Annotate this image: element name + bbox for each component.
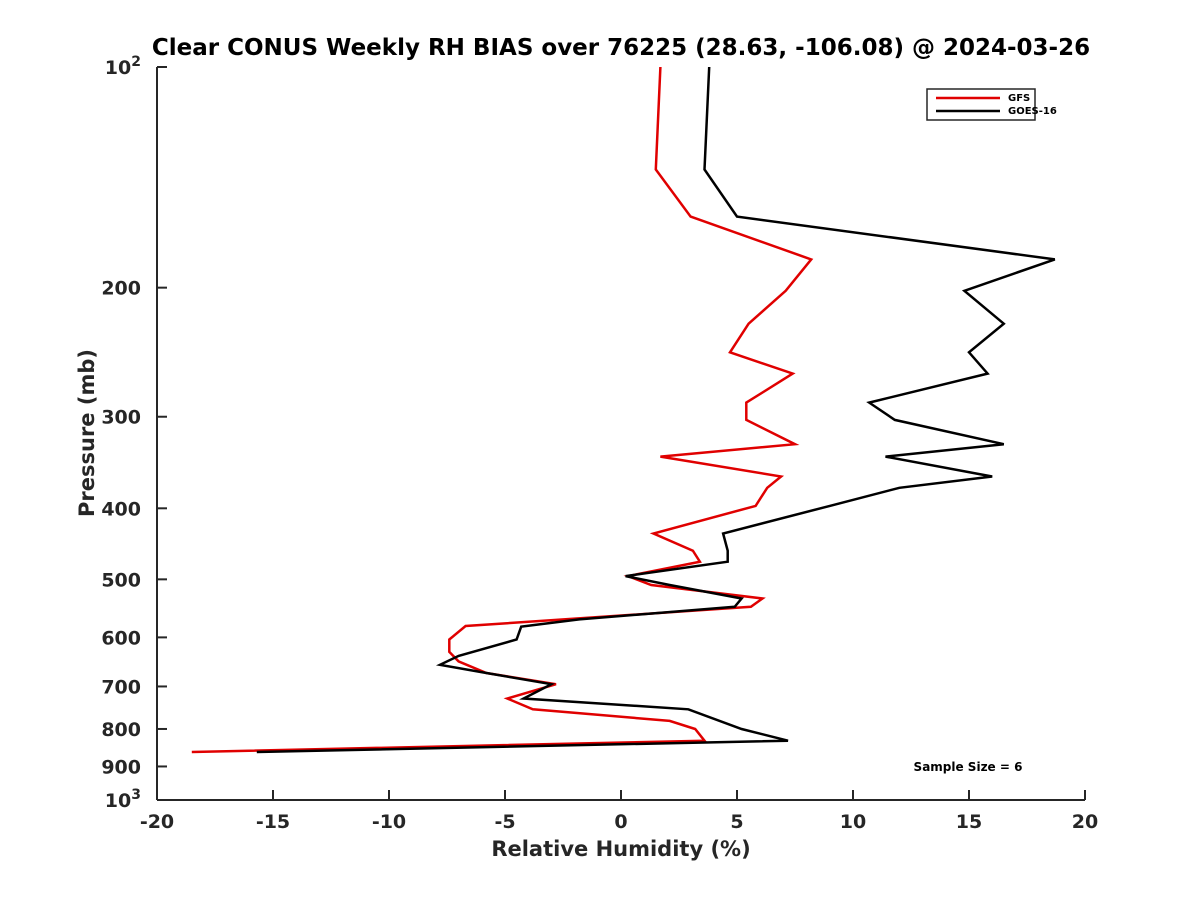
legend: GFS GOES-16 (926, 88, 1057, 121)
y-tick-label: 300 (101, 407, 141, 429)
x-tick-label: -20 (140, 811, 174, 833)
x-tick-label: 0 (614, 811, 627, 833)
y-tick-label: 200 (101, 278, 141, 300)
sample-size-annotation: Sample Size = 6 (914, 760, 1023, 774)
y-tick-label: 900 (101, 756, 141, 778)
y-tick-label: 800 (101, 719, 141, 741)
y-tick-label: 103 (105, 787, 141, 812)
x-axis-label: Relative Humidity (%) (491, 837, 750, 861)
x-axis-ticks: -20 -15 -10 -5 0 5 10 15 20 (140, 790, 1098, 833)
legend-label-gfs: GFS (1008, 93, 1030, 104)
y-tick-label: 500 (101, 569, 141, 591)
x-tick-label: -15 (256, 811, 290, 833)
y-axis-label: Pressure (mb) (75, 349, 99, 517)
x-tick-label: 5 (730, 811, 743, 833)
y-tick-label: 102 (105, 54, 141, 79)
series-line-gfs (191, 66, 814, 754)
y-tick-label: 700 (101, 676, 141, 698)
series-line-goes16 (256, 66, 1056, 754)
x-tick-label: 10 (840, 811, 866, 833)
x-tick-label: -5 (494, 811, 515, 833)
legend-box (926, 88, 1036, 121)
x-tick-label: 15 (956, 811, 982, 833)
series-lines (191, 66, 1056, 754)
chart-title: Clear CONUS Weekly RH BIAS over 76225 (2… (152, 35, 1090, 61)
x-tick-label: 20 (1072, 811, 1098, 833)
y-axis-ticks: 102 200 300 400 500 600 700 800 900 103 (101, 54, 167, 812)
y-tick-label: 400 (101, 498, 141, 520)
y-tick-label: 600 (101, 627, 141, 649)
legend-label-goes16: GOES-16 (1008, 106, 1057, 117)
x-tick-label: -10 (372, 811, 406, 833)
axes (156, 67, 1085, 801)
